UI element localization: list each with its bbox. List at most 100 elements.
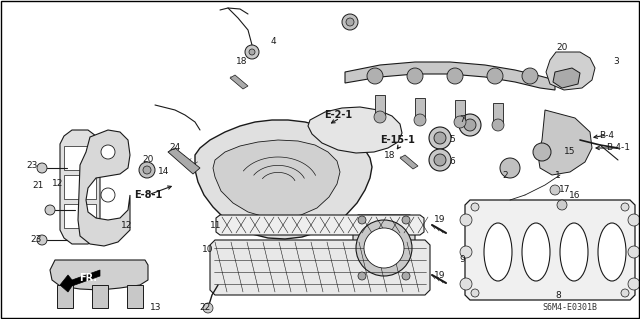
Text: 18: 18 bbox=[384, 151, 396, 160]
Polygon shape bbox=[92, 285, 108, 308]
Text: E-15-1: E-15-1 bbox=[381, 135, 415, 145]
Circle shape bbox=[464, 119, 476, 131]
Text: 22: 22 bbox=[200, 302, 211, 311]
Circle shape bbox=[367, 68, 383, 84]
Circle shape bbox=[460, 246, 472, 258]
Text: 9: 9 bbox=[459, 256, 465, 264]
Text: 14: 14 bbox=[158, 167, 170, 176]
Circle shape bbox=[356, 220, 412, 276]
Text: 11: 11 bbox=[211, 220, 221, 229]
Circle shape bbox=[628, 278, 640, 290]
Circle shape bbox=[522, 68, 538, 84]
Polygon shape bbox=[353, 215, 415, 282]
Circle shape bbox=[37, 235, 47, 245]
Polygon shape bbox=[50, 260, 148, 290]
Polygon shape bbox=[57, 285, 73, 308]
Text: 20: 20 bbox=[142, 155, 154, 165]
Circle shape bbox=[101, 188, 115, 202]
Circle shape bbox=[500, 158, 520, 178]
Circle shape bbox=[471, 203, 479, 211]
Circle shape bbox=[407, 68, 423, 84]
Circle shape bbox=[557, 200, 567, 210]
Polygon shape bbox=[64, 146, 96, 170]
Text: 18: 18 bbox=[236, 57, 248, 66]
Circle shape bbox=[628, 214, 640, 226]
Circle shape bbox=[492, 119, 504, 131]
Text: 19: 19 bbox=[435, 271, 445, 279]
Text: 21: 21 bbox=[32, 181, 44, 189]
Polygon shape bbox=[455, 100, 465, 122]
Circle shape bbox=[447, 68, 463, 84]
Circle shape bbox=[471, 289, 479, 297]
Text: 19: 19 bbox=[435, 216, 445, 225]
Polygon shape bbox=[400, 155, 418, 169]
Polygon shape bbox=[415, 98, 425, 120]
Polygon shape bbox=[553, 68, 580, 88]
Circle shape bbox=[621, 289, 629, 297]
Text: 17: 17 bbox=[559, 186, 571, 195]
Circle shape bbox=[101, 145, 115, 159]
Circle shape bbox=[358, 216, 366, 224]
Circle shape bbox=[454, 116, 466, 128]
Polygon shape bbox=[216, 215, 424, 235]
Text: 5: 5 bbox=[449, 136, 455, 145]
Text: E-8-1: E-8-1 bbox=[134, 190, 162, 200]
Polygon shape bbox=[538, 110, 592, 175]
Circle shape bbox=[342, 14, 358, 30]
Polygon shape bbox=[210, 240, 430, 295]
Circle shape bbox=[429, 127, 451, 149]
Polygon shape bbox=[168, 148, 200, 174]
Ellipse shape bbox=[560, 223, 588, 281]
Circle shape bbox=[249, 49, 255, 55]
Circle shape bbox=[358, 272, 366, 280]
Text: 16: 16 bbox=[569, 190, 580, 199]
Text: 23: 23 bbox=[26, 160, 38, 169]
Polygon shape bbox=[493, 103, 503, 125]
Circle shape bbox=[45, 205, 55, 215]
Circle shape bbox=[402, 216, 410, 224]
Text: 15: 15 bbox=[564, 147, 576, 157]
Text: 24: 24 bbox=[170, 144, 180, 152]
Circle shape bbox=[346, 18, 354, 26]
Circle shape bbox=[459, 114, 481, 136]
Text: 23: 23 bbox=[30, 235, 42, 244]
Circle shape bbox=[621, 203, 629, 211]
Circle shape bbox=[37, 163, 47, 173]
Polygon shape bbox=[64, 204, 96, 228]
Text: 7: 7 bbox=[459, 115, 465, 124]
Polygon shape bbox=[345, 62, 555, 90]
Circle shape bbox=[414, 114, 426, 126]
Circle shape bbox=[364, 228, 404, 268]
Text: B-4-1: B-4-1 bbox=[606, 144, 630, 152]
Text: 6: 6 bbox=[449, 158, 455, 167]
Polygon shape bbox=[78, 130, 130, 246]
Polygon shape bbox=[127, 285, 143, 308]
Text: FR.: FR. bbox=[79, 273, 97, 283]
Circle shape bbox=[245, 45, 259, 59]
Ellipse shape bbox=[522, 223, 550, 281]
Polygon shape bbox=[465, 200, 635, 300]
Text: 3: 3 bbox=[613, 57, 619, 66]
Circle shape bbox=[429, 149, 451, 171]
Polygon shape bbox=[546, 52, 595, 90]
Circle shape bbox=[434, 154, 446, 166]
Polygon shape bbox=[60, 270, 100, 292]
Circle shape bbox=[374, 111, 386, 123]
Circle shape bbox=[533, 143, 551, 161]
Text: 12: 12 bbox=[52, 179, 64, 188]
Polygon shape bbox=[230, 75, 248, 89]
Ellipse shape bbox=[484, 223, 512, 281]
Circle shape bbox=[434, 132, 446, 144]
Circle shape bbox=[487, 68, 503, 84]
Polygon shape bbox=[195, 120, 372, 239]
Text: 2: 2 bbox=[502, 170, 508, 180]
Text: 13: 13 bbox=[150, 303, 162, 313]
Circle shape bbox=[402, 272, 410, 280]
Circle shape bbox=[628, 246, 640, 258]
Text: 1: 1 bbox=[555, 170, 561, 180]
Text: S6M4-E0301B: S6M4-E0301B bbox=[543, 303, 598, 313]
Polygon shape bbox=[213, 140, 340, 218]
Polygon shape bbox=[308, 107, 402, 153]
Text: B-4: B-4 bbox=[600, 130, 614, 139]
Text: 8: 8 bbox=[555, 291, 561, 300]
